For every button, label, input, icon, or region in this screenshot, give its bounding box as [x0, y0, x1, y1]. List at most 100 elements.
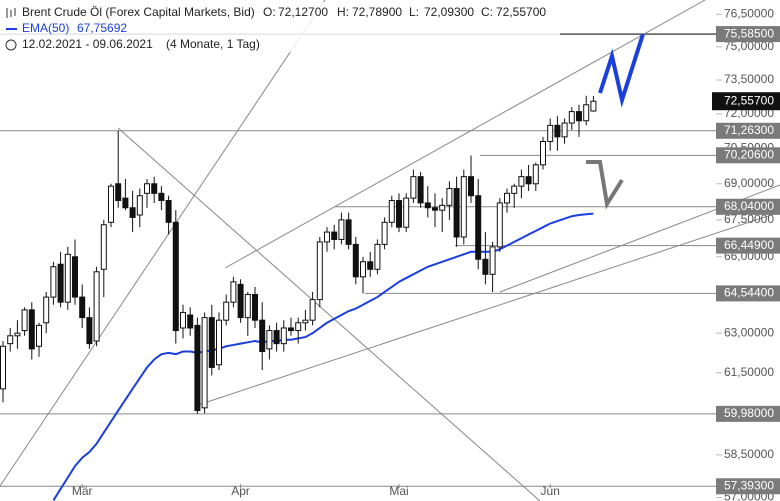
candle-body — [504, 192, 510, 204]
candle-body — [187, 314, 194, 329]
candle-body — [482, 258, 489, 275]
candle-body — [475, 195, 482, 260]
ohlc-key: O: — [263, 5, 276, 19]
level-label: 75,58500 — [724, 26, 774, 40]
level-label-bg — [716, 478, 780, 495]
header-bg — [0, 2, 560, 52]
ema-name: EMA(50) — [22, 21, 69, 35]
x-tick-label: Apr — [231, 484, 250, 498]
candle-body — [374, 243, 381, 270]
candle-body — [165, 200, 172, 223]
candle-body — [57, 263, 64, 303]
level-label-bg — [716, 198, 780, 215]
candle-body — [396, 200, 402, 228]
ohlc-key: L: — [409, 5, 419, 19]
ohlc-key: C: — [481, 5, 493, 19]
candle-body — [468, 176, 474, 197]
candle-body — [540, 140, 546, 166]
level-label: 57,39300 — [724, 478, 774, 492]
candle-body — [424, 202, 431, 209]
candle-body — [158, 192, 165, 202]
title: Brent Crude Öl (Forex Capital Markets, B… — [22, 5, 255, 19]
candle-body — [50, 266, 57, 298]
candle-body — [576, 111, 582, 122]
level-label-bg — [716, 26, 780, 43]
date-span: (4 Monate, 1 Tag) — [166, 37, 260, 51]
forecast-up — [598, 33, 645, 108]
candle-body — [72, 256, 78, 298]
labels-layer: 76,5000075,0000073,5000072,0000070,50000… — [72, 6, 780, 501]
candle-body — [403, 197, 410, 228]
candle-body — [511, 185, 518, 194]
y-tick-label: 61,50000 — [724, 365, 774, 379]
candle-body — [86, 317, 93, 345]
candle-body — [489, 246, 496, 275]
y-tick-label: 67,50000 — [724, 212, 774, 226]
level-label: 59,98000 — [724, 406, 774, 420]
candle-body — [0, 345, 6, 390]
level-label: 68,04000 — [724, 199, 774, 213]
candle-body — [460, 176, 467, 238]
candle-body — [295, 322, 302, 332]
candle-body — [360, 261, 366, 278]
candle-body — [129, 207, 136, 218]
candle-body — [568, 111, 575, 124]
candle-body — [496, 202, 503, 248]
level-label: 71,26300 — [724, 123, 774, 137]
candle-body — [136, 195, 143, 216]
icon-clock — [5, 39, 17, 51]
candle-body — [439, 204, 446, 211]
candle-body — [122, 197, 129, 209]
ohlc: O: 72,12700 H: 72,78900 L: 72,09300 C: 72,55700 — [263, 5, 546, 19]
candle-body — [381, 221, 388, 245]
level-label-bg — [716, 237, 780, 254]
candle-body — [288, 327, 294, 332]
header: Brent Crude Öl (Forex Capital Markets, B… — [0, 2, 560, 52]
candle-body — [115, 183, 122, 202]
icon-candles — [6, 8, 16, 18]
x-tick-label: Jun — [541, 484, 560, 498]
candle-body — [273, 330, 280, 345]
candle-body — [223, 301, 230, 321]
y-tick-label: 58,50000 — [724, 447, 774, 461]
ohlc-value: 72,12700 — [278, 5, 328, 19]
y-tick-label: 75,00000 — [724, 39, 774, 53]
y-tick-label: 76,50000 — [724, 6, 774, 20]
candle-body — [518, 176, 525, 187]
forecast-down — [586, 160, 624, 210]
candle-body — [43, 296, 50, 324]
level-label-bg — [716, 285, 780, 302]
last-price-label: 72,55700 — [724, 93, 774, 107]
candle-body — [230, 281, 237, 303]
candle-body — [172, 221, 179, 332]
candle-body — [208, 317, 215, 368]
ohlc-value: 72,09300 — [424, 5, 474, 19]
candle-body — [302, 319, 309, 324]
level-label: 70,20600 — [724, 147, 774, 161]
trend-line — [117, 127, 541, 501]
last-price-bg — [712, 92, 780, 111]
candle-body — [21, 309, 28, 332]
candle-body — [266, 330, 273, 350]
trend-line — [194, 211, 780, 407]
level-label: 66,44900 — [724, 238, 774, 252]
candle-body — [7, 335, 14, 345]
candle-body — [324, 231, 330, 243]
candle-body — [180, 311, 186, 329]
y-tick-label: 63,00000 — [724, 325, 774, 339]
marks-layer — [0, 95, 597, 501]
candle-body — [525, 176, 532, 185]
trend-line — [0, 0, 326, 487]
ohlc-value: 72,78900 — [352, 5, 402, 19]
candle-body — [345, 219, 352, 245]
level-label-bg — [716, 147, 780, 164]
trend-line — [224, 0, 706, 269]
candle-body — [36, 324, 42, 347]
candle-body — [144, 183, 150, 194]
candle-body — [100, 224, 107, 270]
ema-value: 67,75692 — [77, 21, 127, 35]
ohlc-value: 72,55700 — [496, 5, 546, 19]
y-tick-label: 57,00000 — [724, 490, 774, 501]
candle-body — [151, 183, 158, 194]
